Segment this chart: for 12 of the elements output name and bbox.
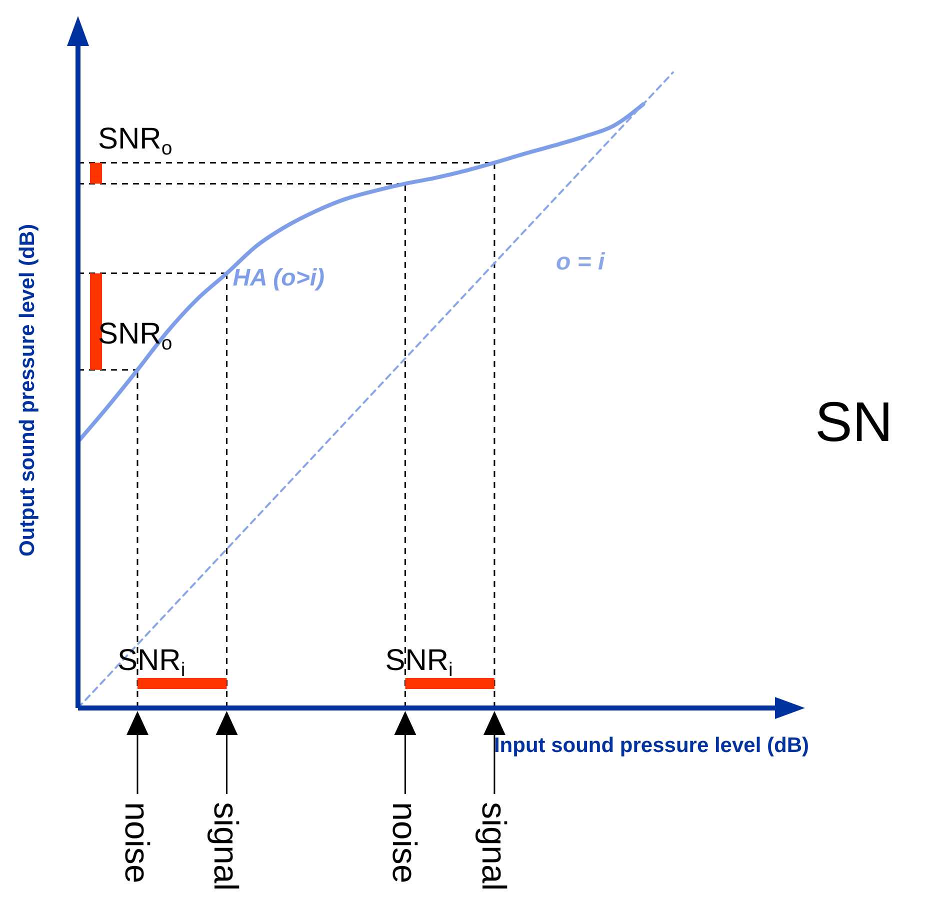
annotation: SNR$_{i}$	[117, 644, 186, 681]
y-axis-title: Output sound pressure level (dB)	[16, 224, 39, 557]
series-label: o = i	[556, 248, 606, 276]
text: noise	[117, 802, 156, 884]
x-axis-title: Input sound pressure level (dB)	[494, 734, 809, 757]
text: SN	[815, 390, 893, 454]
series-label: HA (o>i)	[232, 264, 325, 292]
text: signal	[474, 802, 512, 891]
annotation: SNR$_{i}$	[385, 644, 453, 681]
text: noise	[385, 802, 424, 884]
text: signal	[206, 802, 245, 891]
annotation: SNR$_{o}$	[98, 122, 172, 160]
